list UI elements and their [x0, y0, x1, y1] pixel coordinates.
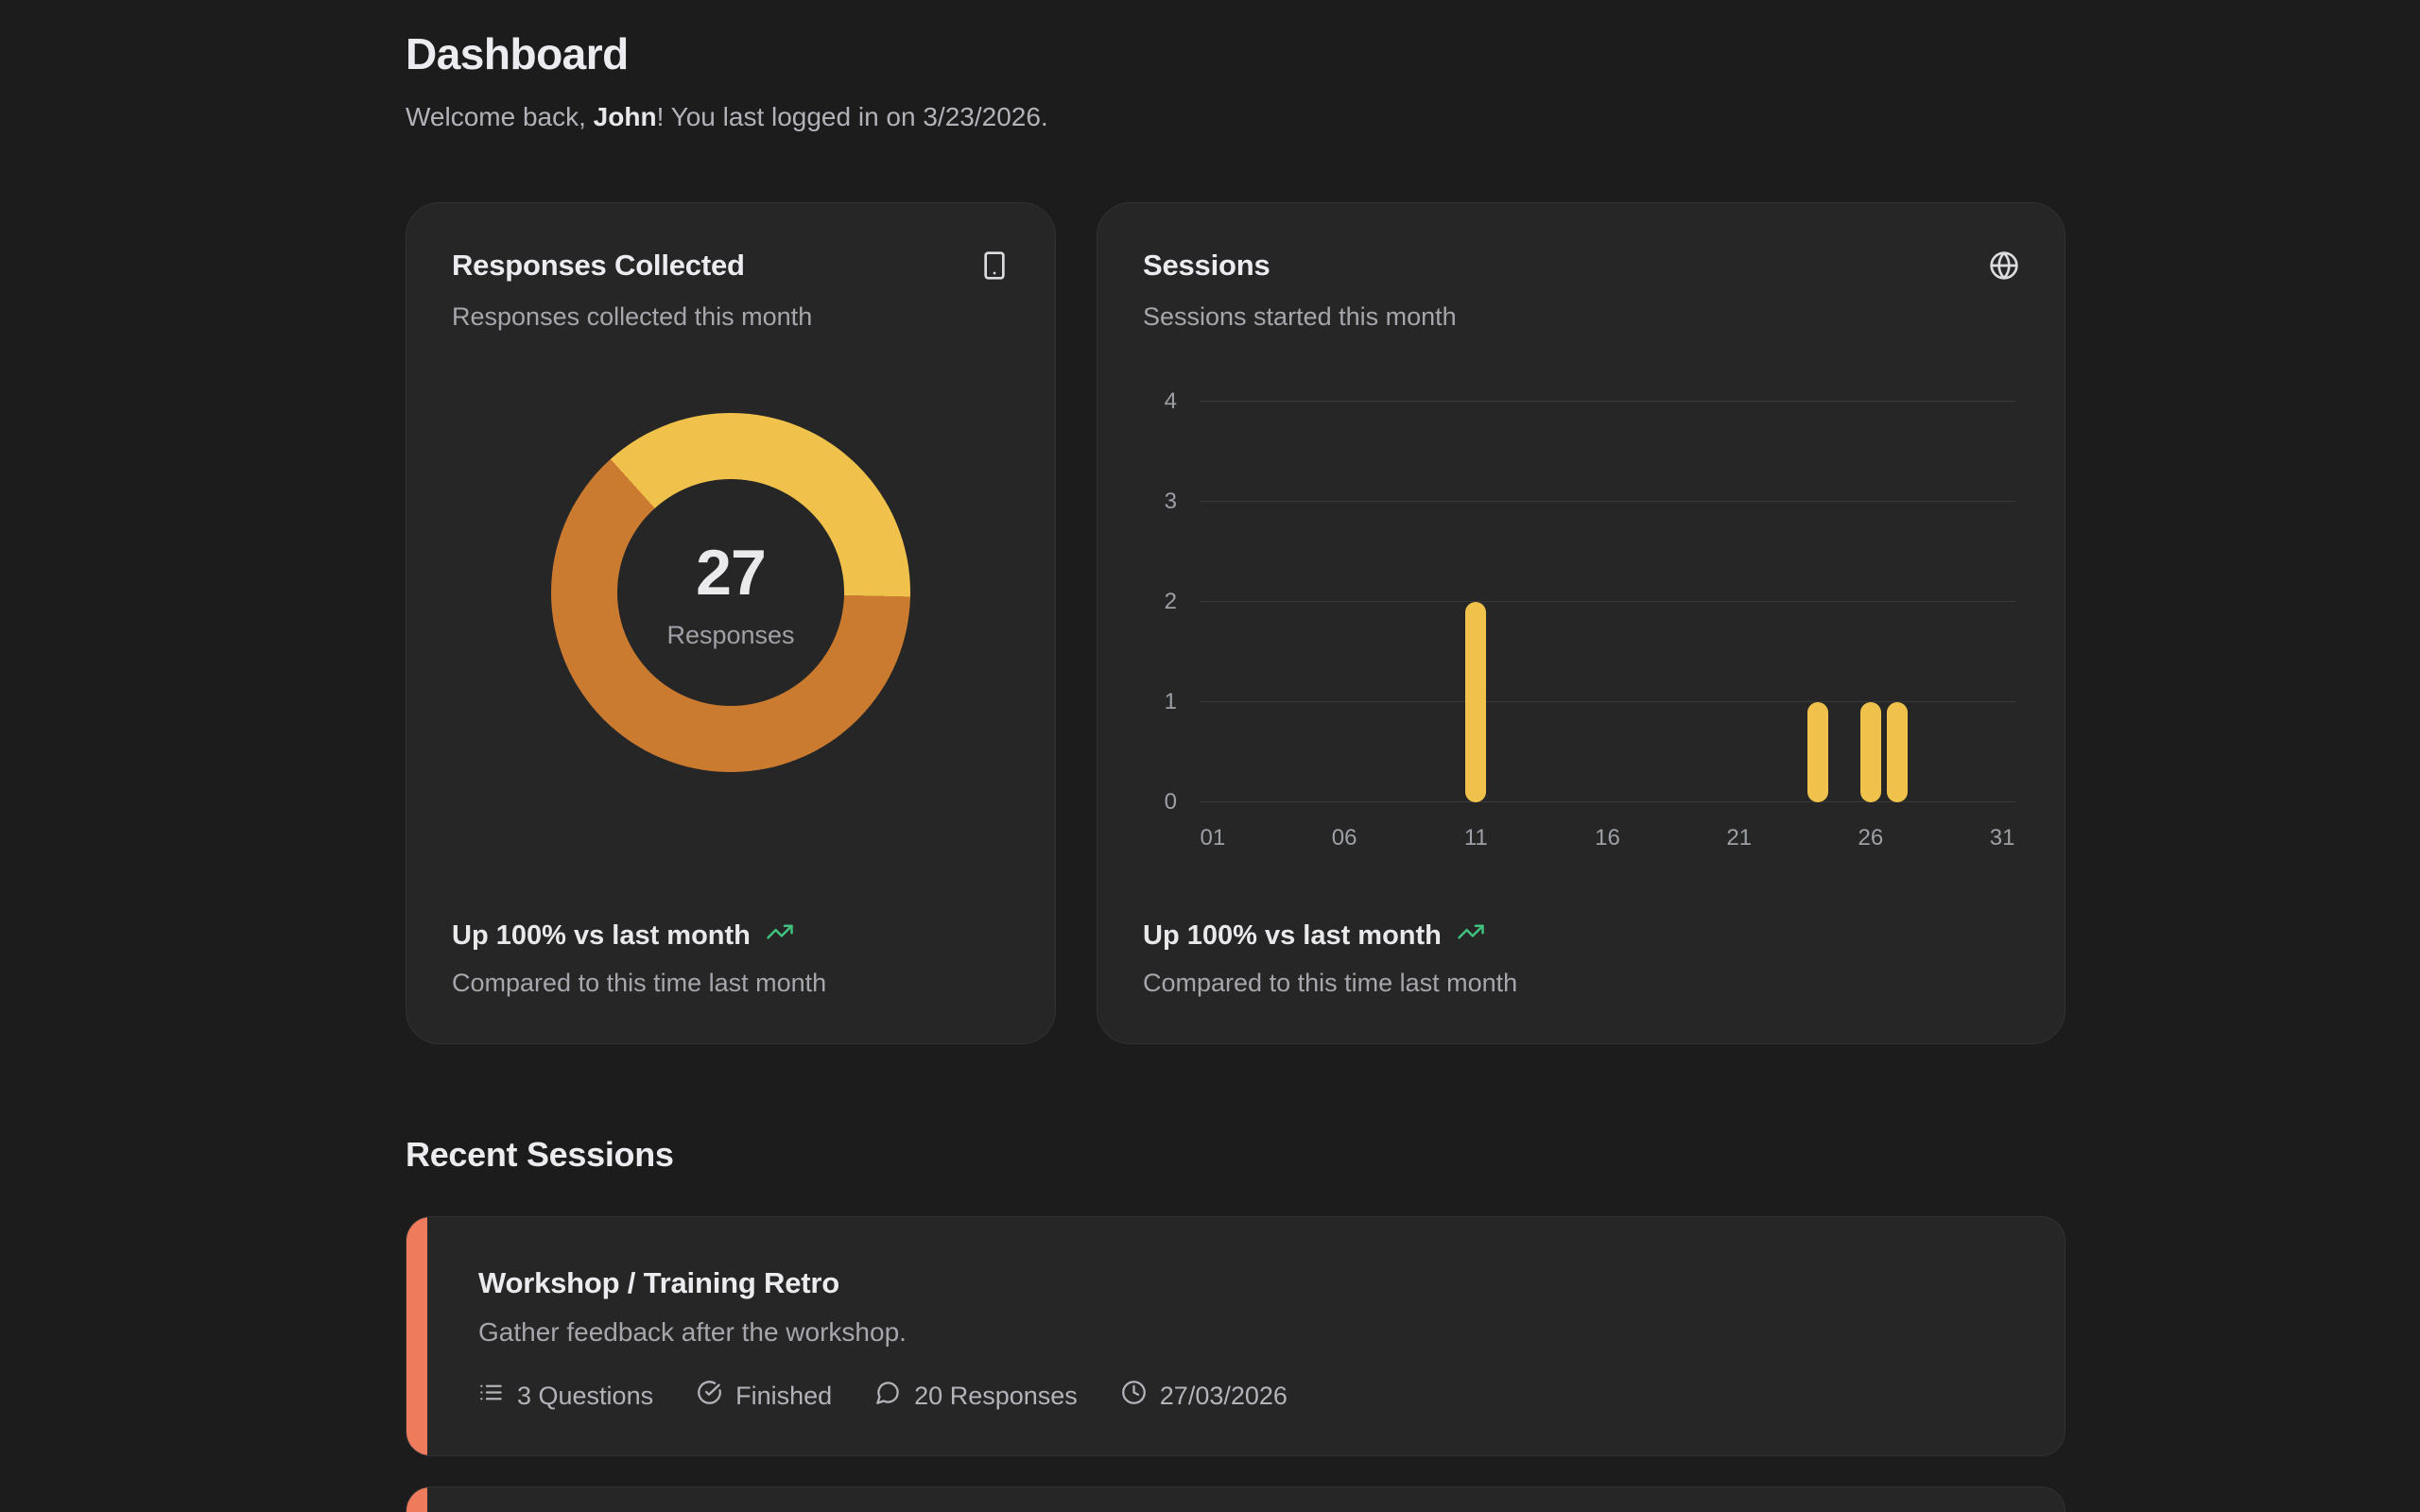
- session-card-2[interactable]: Workshop / Training Retro: [406, 1486, 2066, 1512]
- responses-donut: 27 Responses: [551, 413, 910, 772]
- session-bar-day-27: [1886, 702, 1908, 802]
- message-circle-icon: [875, 1380, 901, 1412]
- responses-card-title: Responses Collected: [452, 249, 745, 282]
- session-questions-label: 3 Questions: [517, 1381, 654, 1410]
- trending-up-icon: [766, 918, 794, 954]
- dashboard-page: Dashboard Welcome back, John! You last l…: [406, 0, 2066, 1512]
- session-title: Workshop / Training Retro: [478, 1266, 839, 1299]
- welcome-message: Welcome back, John! You last logged in o…: [406, 102, 2066, 132]
- session-date-label: 27/03/2026: [1159, 1381, 1288, 1410]
- sessions-trend-text: Up 100% vs last month: [1143, 919, 1442, 951]
- smartphone-icon: [979, 250, 1010, 285]
- responses-count: 27: [696, 536, 767, 609]
- responses-card-header: Responses Collected: [452, 249, 1010, 285]
- sessions-bar-plot: [1200, 401, 2015, 802]
- page-title: Dashboard: [406, 29, 629, 78]
- globe-icon: [1989, 250, 2019, 285]
- session-bar-day-11: [1465, 602, 1487, 802]
- session-responses: 20 Responses: [875, 1380, 1078, 1412]
- sessions-chart-xaxis: 01 06 11 16 21 26 31: [1200, 825, 2015, 850]
- sessions-card-subtitle: Sessions started this month: [1143, 302, 1457, 331]
- trending-up-icon: [1457, 918, 1485, 954]
- responses-trend-note: Compared to this time last month: [452, 969, 827, 997]
- session-bar-day-26: [1859, 702, 1881, 802]
- responses-card-subtitle: Responses collected this month: [452, 302, 813, 331]
- check-circle-icon: [697, 1380, 722, 1412]
- session-card-1[interactable]: Workshop / Training Retro Gather feedbac…: [406, 1216, 2066, 1456]
- session-bar-day-24: [1807, 702, 1829, 802]
- welcome-suffix: ! You last logged in on 3/23/2026.: [656, 102, 1048, 131]
- session-meta-row: 3 Questions Finished 20 Responses 27/03/…: [478, 1380, 2019, 1412]
- session-responses-label: 20 Responses: [914, 1381, 1078, 1410]
- session-questions: 3 Questions: [478, 1380, 653, 1412]
- session-date: 27/03/2026: [1121, 1380, 1288, 1412]
- session-accent-strip: [406, 1217, 427, 1455]
- responses-count-label: Responses: [666, 620, 795, 649]
- session-description: Gather feedback after the workshop.: [478, 1317, 907, 1347]
- list-icon: [478, 1380, 504, 1412]
- stat-cards-row: Responses Collected Responses collected …: [406, 202, 2066, 1044]
- sessions-card-title: Sessions: [1143, 249, 1270, 282]
- sessions-trend-note: Compared to this time last month: [1143, 969, 1518, 997]
- sessions-card-header: Sessions: [1143, 249, 2019, 285]
- recent-sessions-heading: Recent Sessions: [406, 1135, 674, 1174]
- session-status-label: Finished: [735, 1381, 833, 1410]
- sessions-trend: Up 100% vs last month: [1143, 918, 2019, 954]
- welcome-prefix: Welcome back,: [406, 102, 594, 131]
- welcome-user-name: John: [593, 102, 657, 131]
- responses-donut-center: 27 Responses: [617, 479, 844, 706]
- clock-icon: [1121, 1380, 1147, 1412]
- responses-collected-card: Responses Collected Responses collected …: [406, 202, 1056, 1044]
- responses-trend-text: Up 100% vs last month: [452, 919, 751, 951]
- responses-trend: Up 100% vs last month: [452, 918, 1010, 954]
- session-accent-strip: [406, 1487, 427, 1512]
- session-status: Finished: [697, 1380, 832, 1412]
